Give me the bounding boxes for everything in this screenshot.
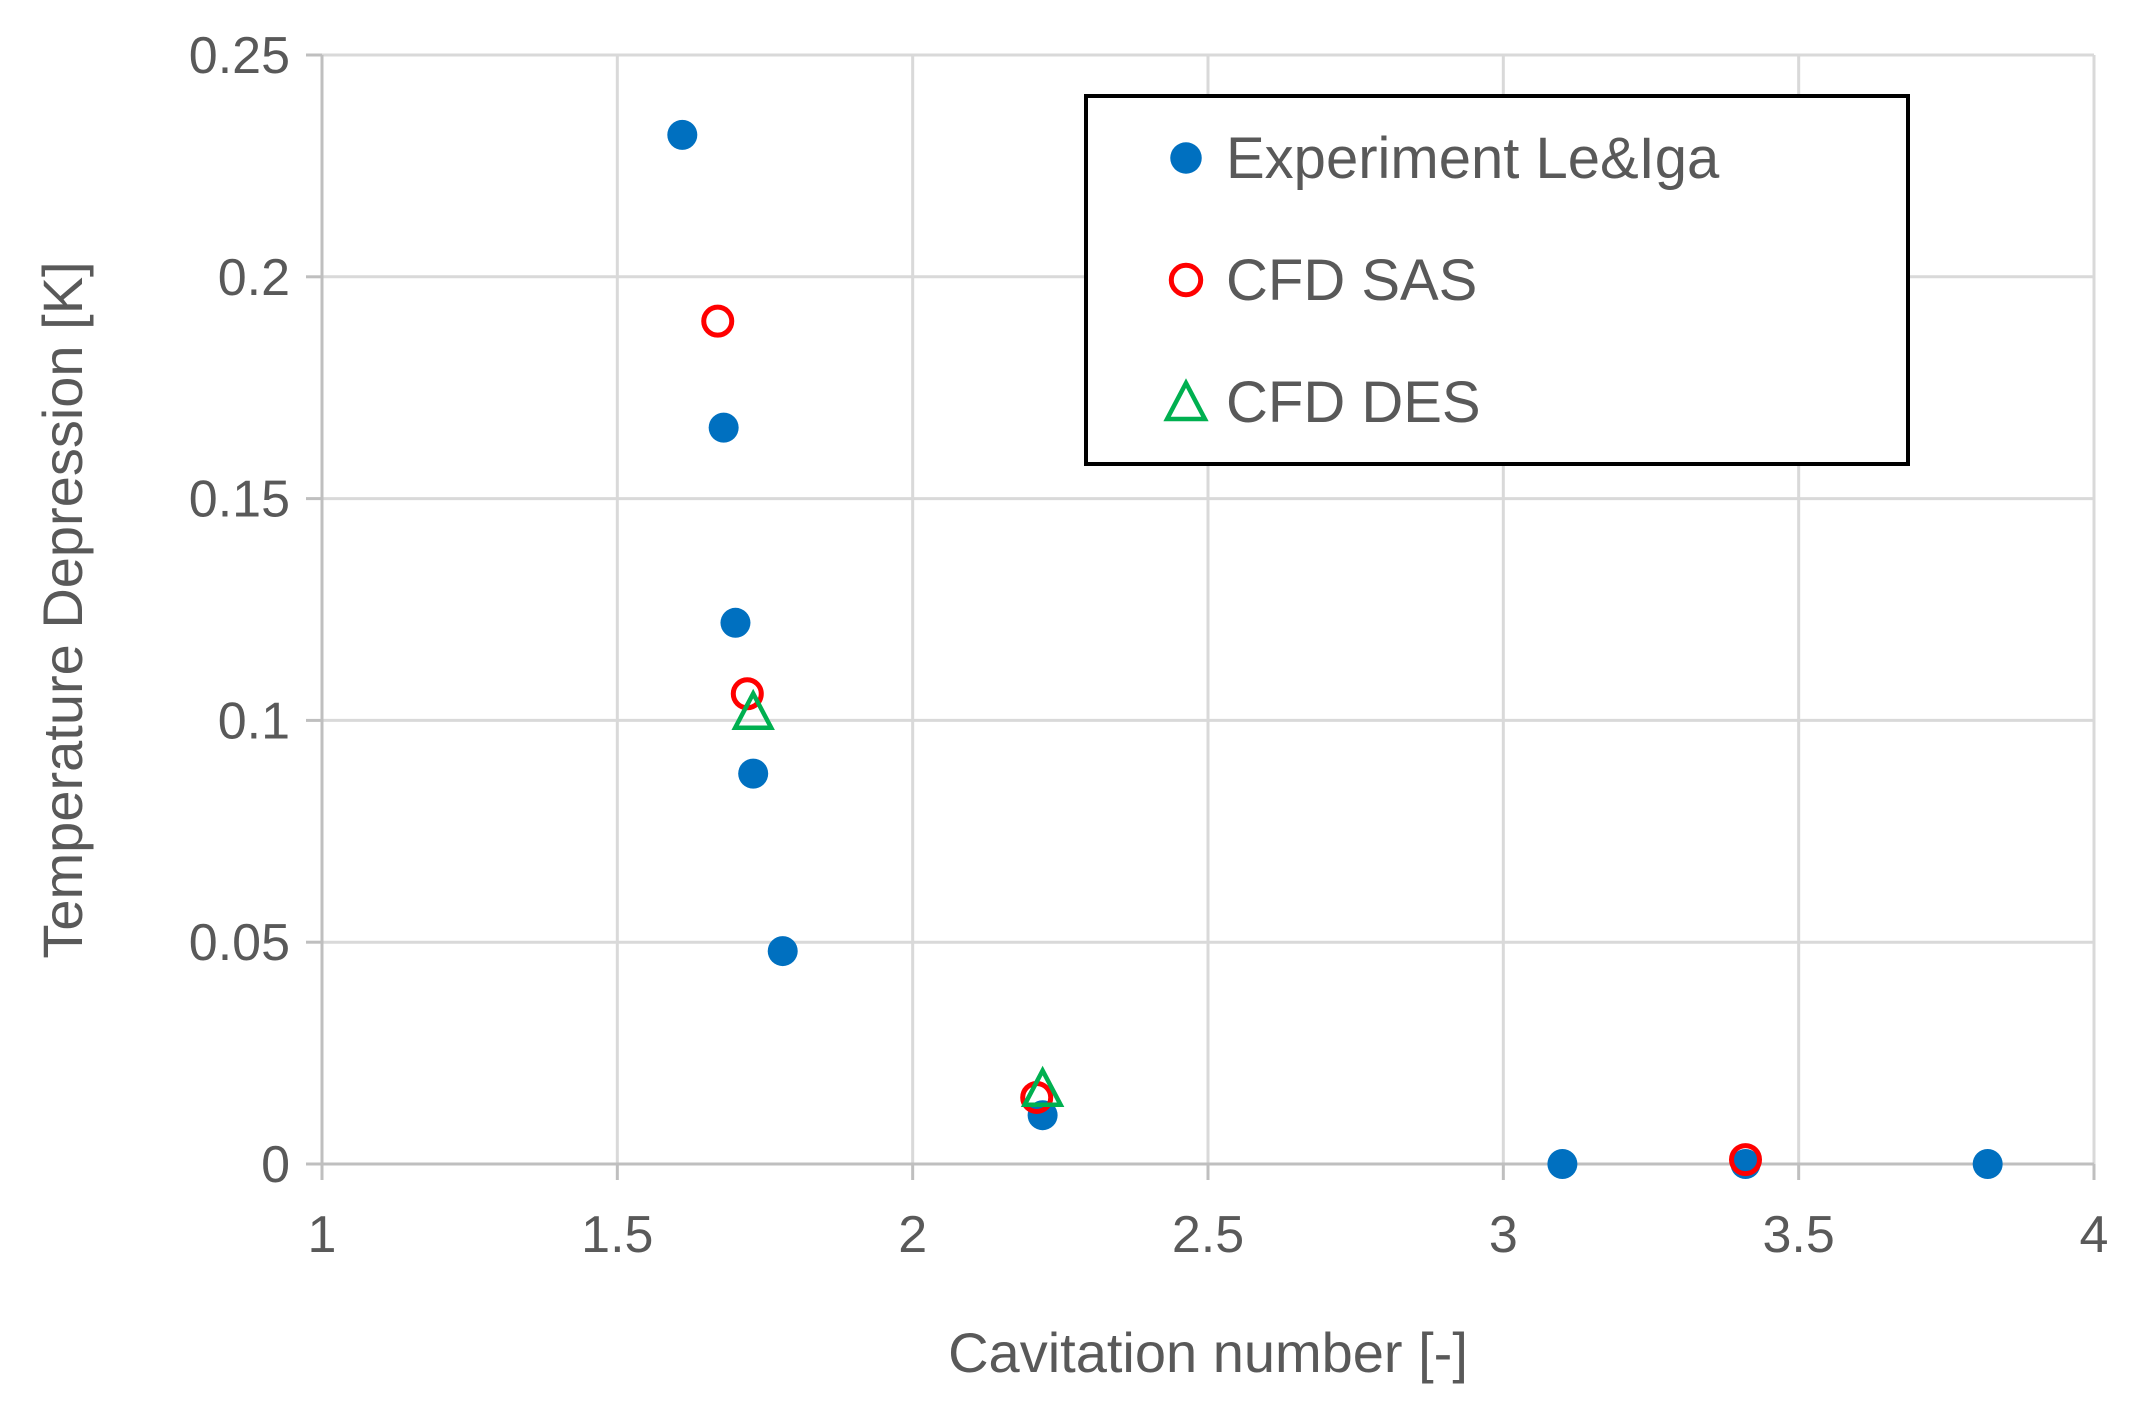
y-tick-label: 0.15 bbox=[189, 471, 290, 529]
x-tick-label: 2 bbox=[898, 1206, 927, 1264]
data-point bbox=[720, 607, 751, 638]
data-point bbox=[701, 304, 735, 338]
data-point bbox=[767, 936, 798, 967]
y-tick-label: 0.2 bbox=[218, 249, 290, 307]
axes bbox=[306, 53, 2096, 1180]
data-point bbox=[1972, 1149, 2003, 1179]
series-0 bbox=[667, 119, 2003, 1179]
y-tick-label: 0 bbox=[261, 1136, 290, 1194]
legend-marker bbox=[1170, 142, 1202, 174]
data-point bbox=[738, 758, 769, 789]
data-marks bbox=[667, 119, 2003, 1179]
y-tick-label: 0.25 bbox=[189, 27, 290, 85]
x-axis-title: Cavitation number [-] bbox=[948, 1321, 1468, 1384]
x-tick-labels: 1 1.5 2 2.5 3 3.5 4 bbox=[308, 1206, 2109, 1264]
data-point bbox=[1729, 1143, 1763, 1177]
data-point bbox=[708, 412, 739, 443]
legend-marker bbox=[1163, 378, 1209, 422]
x-tick-label: 3 bbox=[1489, 1206, 1518, 1264]
legend: Experiment Le&Iga CFD SAS CFD DES bbox=[1084, 94, 1910, 466]
legend-label: CFD SAS bbox=[1226, 248, 1477, 313]
data-point bbox=[1027, 1100, 1058, 1131]
x-tick-label: 3.5 bbox=[1763, 1206, 1835, 1264]
data-point bbox=[731, 688, 775, 730]
y-tick-labels: 0 0.05 0.1 0.15 0.2 0.25 bbox=[189, 27, 290, 1194]
legend-box bbox=[1084, 94, 1910, 466]
x-tick-label: 2.5 bbox=[1172, 1206, 1244, 1264]
data-point bbox=[1547, 1149, 1578, 1179]
x-tick-label: 1.5 bbox=[581, 1206, 653, 1264]
x-tick-label: 1 bbox=[308, 1206, 337, 1264]
legend-marker bbox=[1168, 262, 1204, 298]
legend-items: Experiment Le&Iga CFD SAS CFD DES bbox=[1163, 126, 1720, 435]
legend-label: Experiment Le&Iga bbox=[1226, 126, 1720, 191]
y-tick-label: 0.05 bbox=[189, 914, 290, 972]
legend-label: CFD DES bbox=[1226, 370, 1481, 435]
series-2 bbox=[731, 688, 1065, 1108]
x-tick-label: 4 bbox=[2080, 1206, 2109, 1264]
data-point bbox=[667, 119, 698, 150]
y-tick-label: 0.1 bbox=[218, 692, 290, 750]
y-axis-title: Temperature Depression [K] bbox=[31, 261, 94, 958]
data-point bbox=[1020, 1065, 1065, 1108]
